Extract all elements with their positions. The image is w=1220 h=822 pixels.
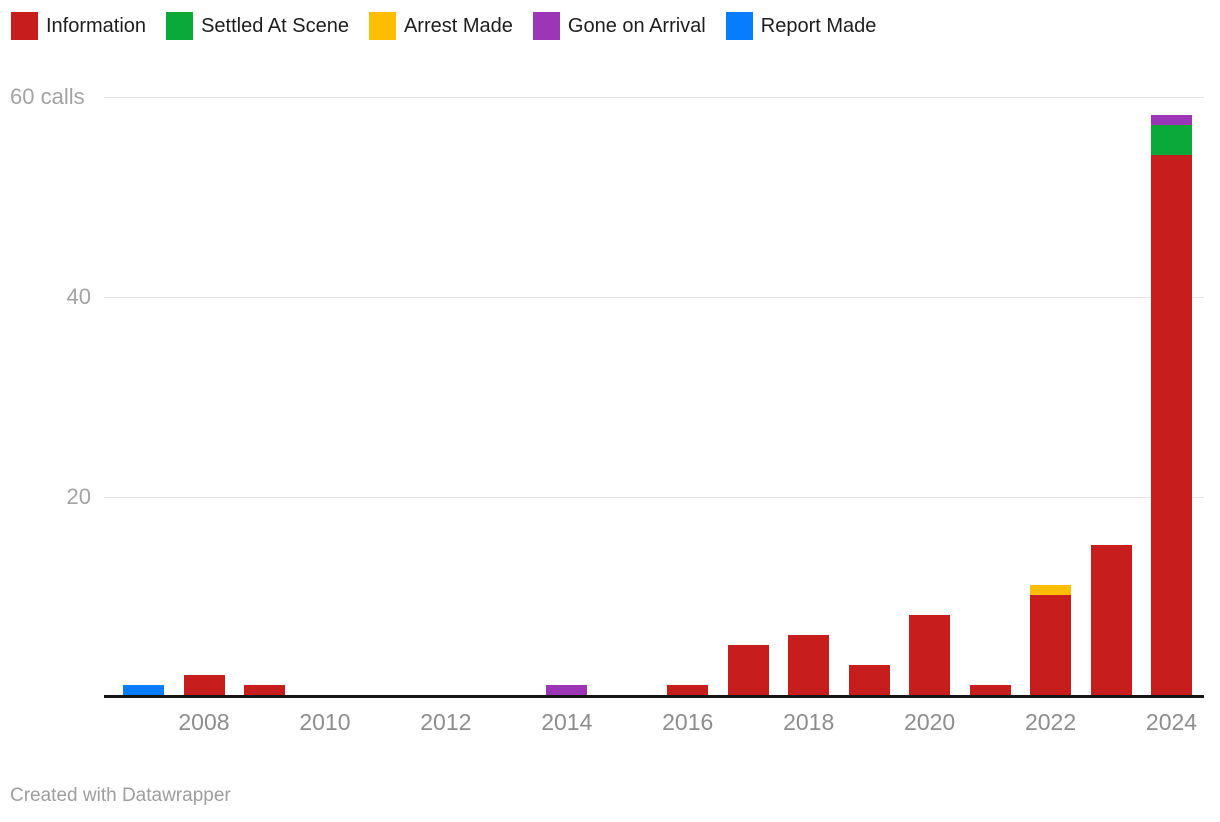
footer-credit: Created with Datawrapper — [10, 785, 231, 806]
bar-segment-2021-information — [969, 685, 1011, 695]
y-axis-label-20: 20 — [66, 484, 91, 509]
gridline-20 — [104, 497, 1204, 498]
y-axis-label-40: 40 — [66, 284, 91, 309]
x-axis-label-2022: 2022 — [1024, 709, 1077, 735]
legend-label: Settled At Scene — [201, 14, 349, 37]
red-swatch-icon — [11, 12, 38, 40]
purple-swatch-icon — [532, 12, 560, 40]
legend-label: Gone on Arrival — [567, 14, 706, 37]
bar-2023 — [1090, 545, 1132, 695]
x-axis-label-2014: 2014 — [541, 709, 593, 735]
bar-2018 — [788, 635, 830, 695]
bar-segment-2018-information — [788, 635, 830, 695]
x-axis-label-2012: 2012 — [420, 709, 472, 735]
legend-item-settled-at-scene: Settled At Scene — [166, 12, 349, 40]
legend-item-report-made: Report Made — [725, 12, 877, 40]
legend-item-information: Information — [11, 12, 146, 40]
bar-2016 — [667, 685, 709, 695]
bar-segment-2022-information — [1030, 595, 1071, 695]
x-axis-line — [104, 695, 1204, 698]
legend-item-arrest-made: Arrest Made — [368, 12, 513, 40]
legend-item-gone-on-arrival: Gone on Arrival — [532, 12, 706, 40]
bar-segment-2020-information — [909, 615, 951, 695]
y-axis-label-60: 60 calls — [10, 84, 85, 109]
x-axis-label-2008: 2008 — [178, 709, 230, 735]
bar-segment-2023-information — [1090, 545, 1132, 695]
yellow-swatch-icon — [368, 12, 396, 40]
bar-segment-2009-information — [243, 685, 285, 695]
bar-segment-2017-information — [727, 645, 769, 695]
blue-swatch-icon — [725, 12, 753, 40]
bar-2017 — [727, 645, 769, 695]
bar-2009 — [243, 685, 285, 695]
bar-segment-2022-arrest-made — [1030, 585, 1071, 595]
bar-segment-2024-settled-at-scene — [1151, 125, 1192, 155]
legend: Information Settled At Scene Arrest Made Go… — [11, 12, 876, 40]
gridline-60 — [104, 97, 1204, 98]
bar-2008 — [183, 675, 225, 695]
bar-segment-2014-gone-on-arrival — [546, 685, 588, 695]
green-swatch-icon — [166, 12, 194, 40]
legend-label: Information — [46, 14, 147, 37]
bar-segment-2016-information — [667, 685, 709, 695]
bar-2007 — [123, 685, 164, 695]
x-axis-label-2010: 2010 — [299, 709, 351, 735]
bar-segment-2019-information — [848, 665, 890, 695]
bar-2014 — [546, 685, 588, 695]
bar-2024 — [1151, 115, 1192, 695]
bar-2022 — [1030, 585, 1071, 695]
bar-segment-2007-report-made — [123, 685, 164, 695]
x-axis-label-2020: 2020 — [904, 709, 956, 735]
bar-segment-2024-information — [1151, 155, 1192, 695]
legend-label: Report Made — [760, 14, 877, 37]
bar-segment-2008-information — [183, 675, 225, 695]
plot-area — [104, 97, 1204, 698]
bar-2019 — [848, 665, 890, 695]
bar-2020 — [909, 615, 951, 695]
bar-2021 — [969, 685, 1011, 695]
x-axis-label-2016: 2016 — [662, 709, 714, 735]
gridline-40 — [104, 297, 1204, 298]
x-axis-label-2024: 2024 — [1145, 709, 1198, 735]
bar-segment-2024-gone-on-arrival — [1151, 115, 1192, 125]
legend-label: Arrest Made — [403, 14, 513, 37]
x-axis-label-2018: 2018 — [783, 709, 835, 735]
